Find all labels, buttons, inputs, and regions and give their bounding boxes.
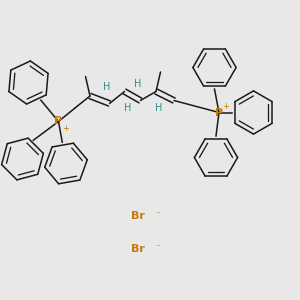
Text: ⁻: ⁻ xyxy=(155,243,160,253)
Text: +: + xyxy=(222,102,229,111)
Text: Br: Br xyxy=(131,211,145,221)
Text: Br: Br xyxy=(131,244,145,254)
Text: P: P xyxy=(215,107,223,118)
Text: H: H xyxy=(155,103,163,113)
Text: +: + xyxy=(62,124,68,133)
Text: P: P xyxy=(54,116,63,127)
Text: H: H xyxy=(103,82,110,92)
Text: H: H xyxy=(134,79,141,89)
Text: H: H xyxy=(124,103,131,113)
Text: ⁻: ⁻ xyxy=(155,210,160,220)
